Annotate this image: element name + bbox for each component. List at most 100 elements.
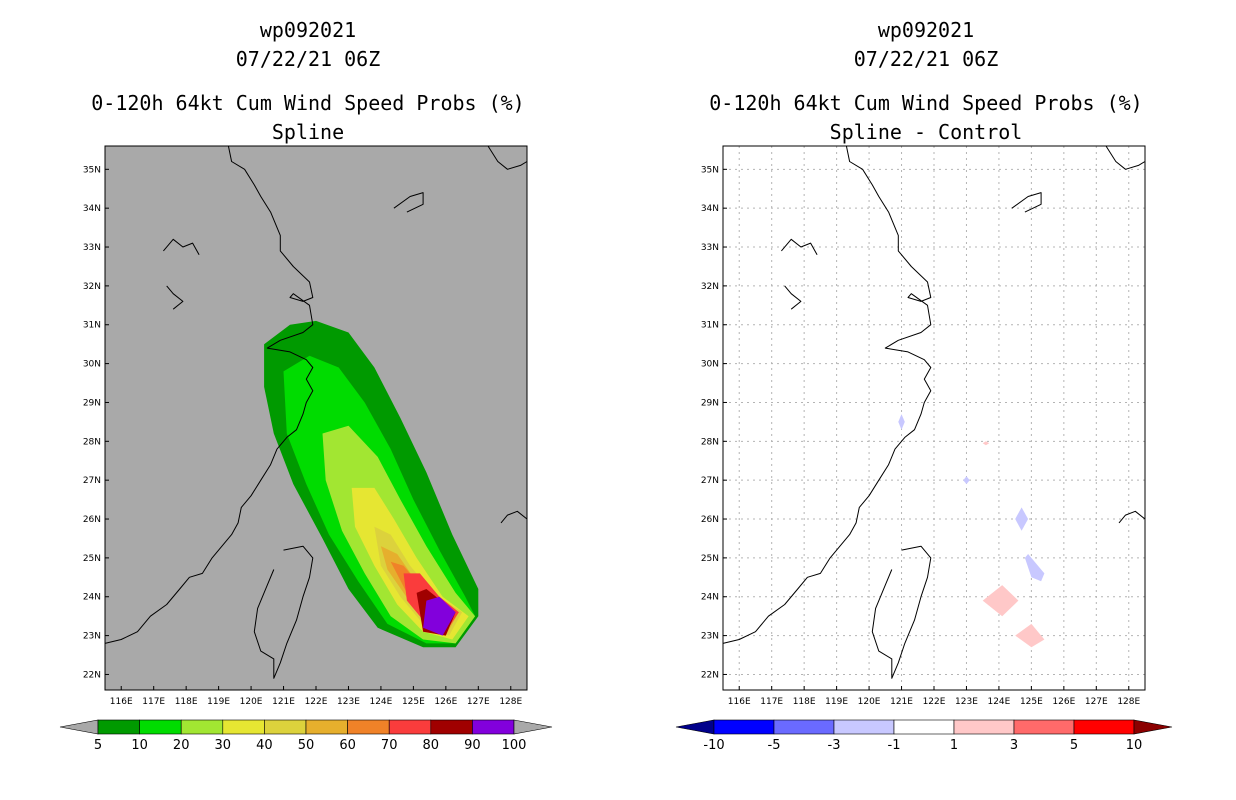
colorbar-swatch bbox=[305, 719, 348, 735]
colorbar-label: -10 bbox=[703, 738, 724, 753]
colorbar-label: 100 bbox=[502, 738, 527, 753]
colorbar-label: -1 bbox=[888, 738, 901, 753]
lon-label: 123E bbox=[955, 697, 978, 707]
lat-label: 23N bbox=[83, 632, 101, 642]
lon-label: 121E bbox=[890, 697, 913, 707]
colorbar-label: 1 bbox=[950, 738, 958, 753]
lon-label: 121E bbox=[272, 697, 295, 707]
colorbar-over-triangle bbox=[513, 719, 553, 735]
coastline-segment-6 bbox=[163, 238, 200, 256]
colorbar-label: 30 bbox=[215, 738, 232, 753]
lat-label: 35N bbox=[83, 165, 101, 175]
lon-label: 119E bbox=[825, 697, 848, 707]
left-datetime: 07/22/21 06Z bbox=[236, 47, 381, 71]
colorbar-label: 40 bbox=[256, 738, 273, 753]
lon-label: 127E bbox=[467, 697, 490, 707]
colorbar-under-triangle bbox=[675, 719, 715, 735]
right-colorbar: -10 -5 -3 -1 1 3 5 10 bbox=[675, 719, 1173, 753]
right-gridlines bbox=[723, 146, 1145, 690]
colorbar-swatch bbox=[347, 719, 390, 735]
lon-label: 116E bbox=[728, 697, 751, 707]
difference-patch-5 bbox=[1024, 554, 1045, 582]
coastline-segment-4 bbox=[487, 145, 528, 170]
lon-label: 118E bbox=[793, 697, 816, 707]
lat-label: 29N bbox=[701, 398, 719, 408]
coastline-segment-4 bbox=[1105, 145, 1146, 170]
lat-label: 27N bbox=[701, 476, 719, 486]
colorbar-swatch bbox=[833, 719, 895, 735]
colorbar-label: 90 bbox=[464, 738, 481, 753]
difference-patch-2 bbox=[982, 441, 990, 446]
colorbar-over-triangle bbox=[1133, 719, 1173, 735]
colorbar-swatch bbox=[388, 719, 432, 735]
colorbar-under-triangle bbox=[59, 719, 99, 735]
right-subtitle: Spline - Control bbox=[830, 120, 1023, 144]
left-product-title: 0-120h 64kt Cum Wind Speed Probs (%) bbox=[91, 91, 524, 115]
right-longitude-labels: 116E 117E 118E 119E 120E 121E 122E 123E 124E 125E… bbox=[728, 686, 1141, 707]
left-subtitle: Spline bbox=[272, 120, 344, 144]
lon-label: 120E bbox=[240, 697, 263, 707]
lat-label: 22N bbox=[701, 670, 719, 680]
lat-label: 23N bbox=[701, 632, 719, 642]
lat-label: 28N bbox=[701, 437, 719, 447]
lat-label: 29N bbox=[83, 398, 101, 408]
coastline-segment-3 bbox=[393, 192, 424, 213]
colorbar-swatch bbox=[893, 719, 955, 735]
left-probability-contours bbox=[264, 320, 479, 648]
colorbar-swatch bbox=[139, 719, 182, 735]
difference-patch-1 bbox=[898, 414, 905, 430]
colorbar-swatch bbox=[222, 719, 265, 735]
coastline-segment-3 bbox=[1011, 192, 1042, 213]
lon-label: 116E bbox=[110, 697, 133, 707]
lon-label: 125E bbox=[402, 697, 425, 707]
colorbar-swatch bbox=[430, 719, 473, 735]
colorbar-label: 5 bbox=[94, 738, 102, 753]
lon-label: 120E bbox=[858, 697, 881, 707]
lat-label: 31N bbox=[701, 321, 719, 331]
coastline-segment-5 bbox=[500, 510, 528, 524]
lon-label: 126E bbox=[434, 697, 457, 707]
lon-label: 122E bbox=[923, 697, 946, 707]
right-datetime: 07/22/21 06Z bbox=[854, 47, 999, 71]
difference-patch-7 bbox=[1015, 623, 1045, 648]
coastline-segment-7 bbox=[166, 285, 184, 310]
difference-patch-4 bbox=[1015, 507, 1029, 531]
difference-patch-6 bbox=[982, 585, 1019, 617]
lat-label: 24N bbox=[83, 593, 101, 603]
colorbar-label: 5 bbox=[1070, 738, 1078, 753]
colorbar-label: 70 bbox=[381, 738, 398, 753]
colorbar-swatch bbox=[472, 719, 515, 735]
lon-label: 127E bbox=[1085, 697, 1108, 707]
coastline-segment-5 bbox=[1118, 510, 1146, 524]
lat-label: 34N bbox=[701, 204, 719, 214]
lon-label: 128E bbox=[499, 697, 522, 707]
lat-label: 22N bbox=[83, 670, 101, 680]
lon-label: 128E bbox=[1117, 697, 1140, 707]
lat-label: 30N bbox=[701, 360, 719, 370]
colorbar-swatch bbox=[1073, 719, 1135, 735]
contour-90pct bbox=[423, 596, 456, 636]
lat-label: 27N bbox=[83, 476, 101, 486]
lat-label: 33N bbox=[701, 243, 719, 253]
lon-label: 125E bbox=[1020, 697, 1043, 707]
colorbar-swatch bbox=[97, 719, 140, 735]
coastline-segment-1 bbox=[722, 145, 932, 644]
lat-label: 33N bbox=[83, 243, 101, 253]
right-storm-id: wp092021 bbox=[878, 18, 974, 42]
colorbar-label: 80 bbox=[423, 738, 440, 753]
colorbar-label: 10 bbox=[131, 738, 148, 753]
lat-label: 26N bbox=[83, 515, 101, 525]
colorbar-label: 50 bbox=[298, 738, 315, 753]
lat-label: 30N bbox=[83, 360, 101, 370]
lon-label: 117E bbox=[760, 697, 783, 707]
colorbar-swatch bbox=[773, 719, 835, 735]
right-product-title: 0-120h 64kt Cum Wind Speed Probs (%) bbox=[709, 91, 1142, 115]
lon-label: 117E bbox=[142, 697, 165, 707]
colorbar-label: -3 bbox=[828, 738, 841, 753]
right-coastlines bbox=[722, 145, 1146, 679]
colorbar-label: 20 bbox=[173, 738, 190, 753]
left-longitude-labels: 116E 117E 118E 119E 120E 121E 122E 123E 124E 125E… bbox=[110, 686, 523, 707]
lat-label: 31N bbox=[83, 321, 101, 331]
left-storm-id: wp092021 bbox=[260, 18, 356, 42]
